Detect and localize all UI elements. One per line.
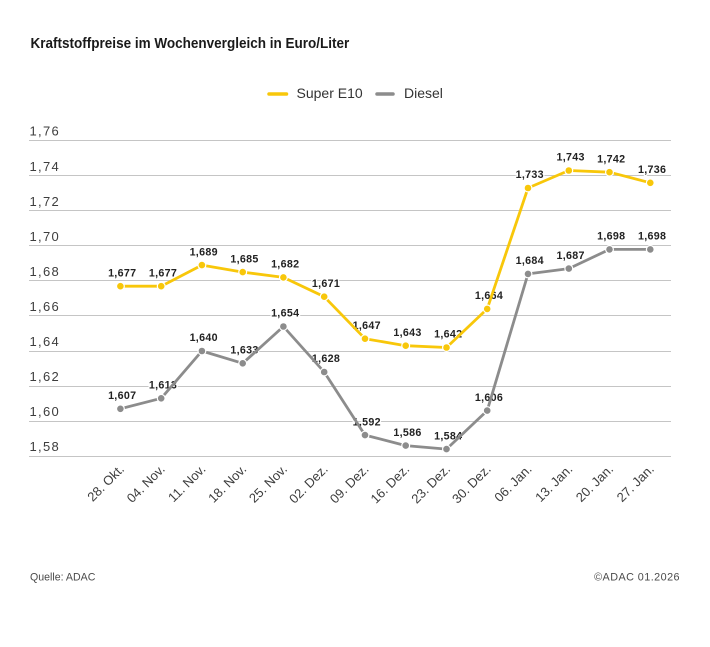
svg-text:1,628: 1,628 <box>312 353 340 365</box>
svg-text:1,743: 1,743 <box>556 152 584 164</box>
svg-text:1,58: 1,58 <box>30 439 61 454</box>
svg-text:1,586: 1,586 <box>393 427 421 439</box>
svg-text:1,671: 1,671 <box>312 278 340 290</box>
svg-text:©ADAC 01.2026: ©ADAC 01.2026 <box>594 572 680 584</box>
svg-text:1,685: 1,685 <box>230 253 258 265</box>
svg-text:1,606: 1,606 <box>475 392 503 404</box>
svg-text:1,682: 1,682 <box>271 259 299 271</box>
svg-text:1,70: 1,70 <box>30 229 61 244</box>
svg-text:1,60: 1,60 <box>30 404 61 419</box>
svg-text:1,654: 1,654 <box>271 308 299 320</box>
svg-text:1,72: 1,72 <box>30 194 61 209</box>
svg-text:1,664: 1,664 <box>475 290 503 302</box>
svg-text:1,647: 1,647 <box>353 320 381 332</box>
svg-text:1,633: 1,633 <box>230 345 258 357</box>
svg-text:1,74: 1,74 <box>30 159 61 174</box>
svg-text:1,68: 1,68 <box>30 264 61 279</box>
svg-text:Super E10: Super E10 <box>297 85 363 101</box>
svg-text:Quelle: ADAC: Quelle: ADAC <box>30 572 96 584</box>
svg-text:1,76: 1,76 <box>30 124 61 139</box>
svg-text:1,677: 1,677 <box>108 267 136 279</box>
svg-text:1,66: 1,66 <box>30 299 61 314</box>
svg-text:Diesel: Diesel <box>404 85 443 101</box>
svg-text:Kraftstoffpreise im Wochenverg: Kraftstoffpreise im Wochenvergleich in E… <box>31 35 350 52</box>
svg-text:1,742: 1,742 <box>597 153 625 165</box>
svg-text:1,698: 1,698 <box>597 231 625 243</box>
svg-text:1,62: 1,62 <box>30 369 61 384</box>
svg-text:1,733: 1,733 <box>516 169 544 181</box>
svg-text:1,736: 1,736 <box>638 164 666 176</box>
svg-text:1,687: 1,687 <box>556 250 584 262</box>
svg-text:1,64: 1,64 <box>30 334 61 349</box>
svg-text:1,607: 1,607 <box>108 390 136 402</box>
svg-text:1,689: 1,689 <box>190 246 218 258</box>
svg-text:1,698: 1,698 <box>638 231 666 243</box>
svg-text:1,640: 1,640 <box>190 332 218 344</box>
svg-text:1,684: 1,684 <box>516 255 544 267</box>
svg-text:1,677: 1,677 <box>149 267 177 279</box>
svg-text:1,643: 1,643 <box>393 327 421 339</box>
